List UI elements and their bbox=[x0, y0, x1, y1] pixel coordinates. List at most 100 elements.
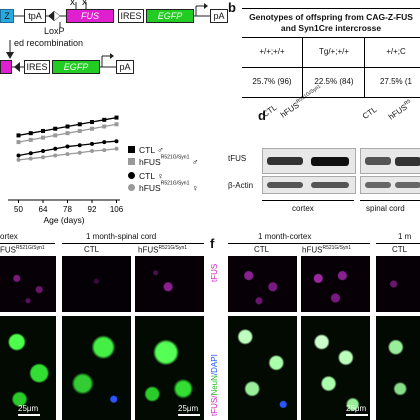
panel-letter-f: f bbox=[210, 236, 215, 251]
table-vrule bbox=[364, 37, 365, 97]
data-point bbox=[90, 141, 94, 146]
data-point bbox=[90, 120, 94, 125]
weight-chart: 50 64 78 92 106 Age (days) bbox=[8, 115, 124, 225]
x-tick-label: 64 bbox=[39, 205, 48, 214]
data-point bbox=[53, 133, 58, 138]
panel-letter-b: b bbox=[228, 0, 236, 15]
legend-label: CTL bbox=[139, 145, 158, 155]
data-point bbox=[65, 144, 70, 149]
data-point bbox=[53, 146, 58, 151]
micrograph-spinal-hfus-merge bbox=[135, 316, 204, 420]
scale-bar bbox=[178, 414, 200, 416]
fus-box-recombined bbox=[0, 60, 12, 74]
legend-circle-icon bbox=[128, 184, 135, 191]
row-label-merge: tFUS/NeuN/DAPI bbox=[210, 354, 219, 416]
panel-letter-d: d bbox=[258, 108, 266, 123]
legend-item: hFUSR521G/Syn1 ♂ bbox=[128, 152, 199, 170]
legend-item: hFUSR521G/Syn1 ♀ bbox=[128, 178, 199, 196]
data-point bbox=[114, 139, 119, 144]
data-point bbox=[65, 124, 70, 129]
micrograph-cortex-merge bbox=[0, 316, 56, 420]
egfp-box: EGFP bbox=[146, 9, 194, 23]
title-rule bbox=[228, 243, 370, 244]
band bbox=[395, 157, 420, 166]
title-rule bbox=[62, 243, 204, 244]
scale-bar bbox=[346, 414, 368, 416]
pa-box: pA bbox=[210, 9, 228, 23]
lox-stop-box: tpA bbox=[24, 9, 46, 23]
construct-lines bbox=[6, 2, 210, 59]
micrograph-spinal-ctl-tfus bbox=[62, 256, 131, 312]
data-point bbox=[41, 149, 45, 153]
fus-box: FUS bbox=[66, 9, 114, 23]
data-point bbox=[90, 149, 94, 153]
blot-row-actin: β-Actin bbox=[228, 181, 254, 190]
blot-col-ctl-2: CTL bbox=[360, 104, 379, 121]
title-cortex-f: 1 month-cortex bbox=[258, 232, 312, 241]
band bbox=[365, 182, 391, 188]
loxp-label: LoxP bbox=[44, 26, 65, 36]
data-point bbox=[28, 151, 33, 156]
data-point bbox=[41, 155, 45, 160]
legend-label: CTL bbox=[139, 171, 158, 181]
data-point bbox=[102, 117, 107, 122]
micrograph-spinal-hfus-tfus bbox=[135, 256, 204, 312]
female-symbol: ♀ bbox=[157, 171, 164, 181]
tissue-rule bbox=[262, 200, 354, 201]
data-point bbox=[102, 124, 107, 129]
data-point bbox=[16, 133, 21, 138]
title-rule bbox=[0, 243, 55, 244]
micrograph-f-hfus-merge bbox=[301, 316, 370, 420]
col-hfus-2: hFUSR521G/Syn1 bbox=[138, 245, 188, 255]
x-mark-1: x bbox=[70, 0, 75, 8]
blot-tfus-cortex bbox=[262, 148, 356, 174]
data-point bbox=[28, 137, 33, 142]
x-tick-label: 50 bbox=[14, 205, 23, 214]
data-point bbox=[77, 122, 82, 127]
legend-item: CTL ♀ bbox=[128, 166, 164, 184]
col-hfus: FUSR521G/Syn1 bbox=[0, 245, 45, 255]
egfp-box-2: EGFP bbox=[52, 60, 100, 74]
title-cortex: ortex bbox=[0, 232, 18, 241]
micrograph-f-hfus-tfus bbox=[301, 256, 370, 312]
data-point bbox=[77, 150, 82, 155]
data-point bbox=[65, 152, 70, 157]
data-point bbox=[114, 115, 119, 120]
data-point bbox=[77, 143, 82, 148]
construct-lines-2 bbox=[12, 53, 116, 72]
x-tick-label: 92 bbox=[88, 205, 97, 214]
table-header: +/+;C bbox=[386, 47, 406, 56]
table-vrule bbox=[302, 37, 303, 97]
blot-actin-cortex bbox=[262, 176, 356, 194]
data-point bbox=[65, 131, 70, 136]
legend-label: hFUS bbox=[139, 157, 161, 167]
scale-bar-label: 25μm bbox=[178, 404, 199, 413]
legend-sup: R521G/Syn1 bbox=[160, 154, 190, 161]
data-point bbox=[77, 128, 82, 133]
band bbox=[267, 157, 303, 165]
table-rule-2 bbox=[242, 67, 420, 68]
blot-col-hfus-2: hFUSR5 bbox=[386, 98, 412, 122]
data-point bbox=[53, 126, 58, 131]
ires-box-2: IRES bbox=[24, 60, 50, 74]
title-spinal: 1 month-spinal cord bbox=[86, 232, 157, 241]
male-symbol: ♂ bbox=[157, 145, 164, 155]
data-point bbox=[102, 148, 107, 153]
col-ctl-f-2: CTL bbox=[392, 245, 408, 254]
blot-actin-spinal bbox=[360, 176, 420, 194]
lacz-box: Z bbox=[0, 9, 14, 23]
table-header: Tg/+;+/+ bbox=[318, 47, 350, 56]
micrograph-f-ctl-merge bbox=[228, 316, 297, 420]
data-point bbox=[102, 140, 107, 145]
band bbox=[267, 182, 303, 188]
legend-square-icon bbox=[128, 158, 135, 165]
table-cell: 27.5% (1 bbox=[379, 77, 413, 86]
tissue-cortex: cortex bbox=[292, 204, 314, 213]
band bbox=[311, 182, 349, 188]
data-point bbox=[16, 153, 21, 158]
row-label-tfus: tFUS bbox=[210, 263, 219, 282]
micrograph-f-right-merge bbox=[376, 316, 420, 420]
data-point bbox=[41, 135, 45, 140]
data-point bbox=[90, 126, 94, 131]
band bbox=[311, 157, 349, 166]
